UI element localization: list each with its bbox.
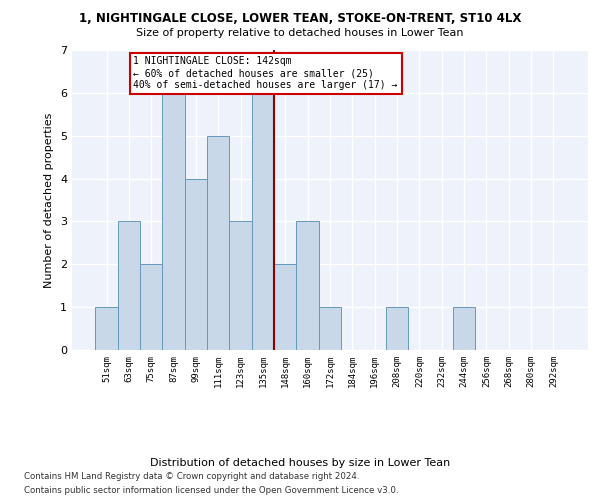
Bar	[229, 222, 252, 350]
Bar	[319, 307, 341, 350]
Text: Contains public sector information licensed under the Open Government Licence v3: Contains public sector information licen…	[24, 486, 398, 495]
Bar	[453, 307, 475, 350]
Bar	[296, 222, 319, 350]
Bar	[163, 93, 185, 350]
Text: Contains HM Land Registry data © Crown copyright and database right 2024.: Contains HM Land Registry data © Crown c…	[24, 472, 359, 481]
Bar	[118, 222, 140, 350]
Bar	[95, 307, 118, 350]
Y-axis label: Number of detached properties: Number of detached properties	[44, 112, 55, 288]
Bar	[274, 264, 296, 350]
Text: Size of property relative to detached houses in Lower Tean: Size of property relative to detached ho…	[136, 28, 464, 38]
Text: Distribution of detached houses by size in Lower Tean: Distribution of detached houses by size …	[150, 458, 450, 468]
Bar	[140, 264, 163, 350]
Bar	[207, 136, 229, 350]
Bar	[252, 93, 274, 350]
Bar	[386, 307, 408, 350]
Bar	[185, 178, 207, 350]
Text: 1, NIGHTINGALE CLOSE, LOWER TEAN, STOKE-ON-TRENT, ST10 4LX: 1, NIGHTINGALE CLOSE, LOWER TEAN, STOKE-…	[79, 12, 521, 26]
Text: 1 NIGHTINGALE CLOSE: 142sqm
← 60% of detached houses are smaller (25)
40% of sem: 1 NIGHTINGALE CLOSE: 142sqm ← 60% of det…	[133, 56, 398, 90]
